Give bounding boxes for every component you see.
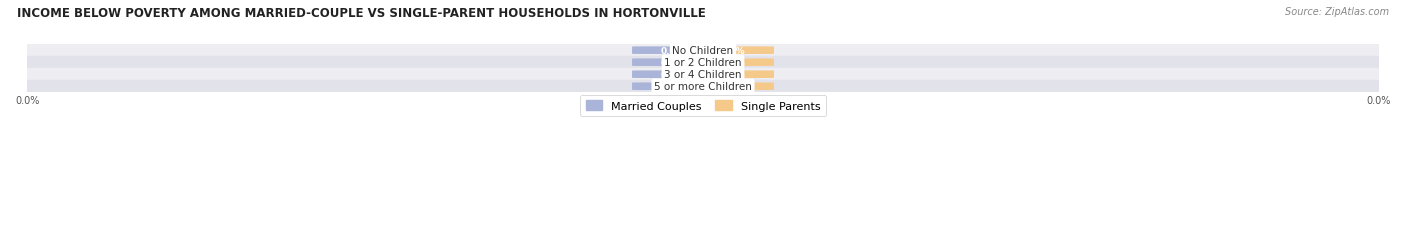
Bar bbox=[27, 69, 1379, 81]
Text: 0.0%: 0.0% bbox=[721, 46, 745, 55]
Text: 0.0%: 0.0% bbox=[721, 82, 745, 91]
Text: No Children: No Children bbox=[672, 46, 734, 56]
Bar bbox=[27, 57, 1379, 69]
FancyBboxPatch shape bbox=[633, 83, 713, 91]
Text: Source: ZipAtlas.com: Source: ZipAtlas.com bbox=[1285, 7, 1389, 17]
Bar bbox=[27, 45, 1379, 57]
Bar bbox=[27, 81, 1379, 93]
Text: 0.0%: 0.0% bbox=[721, 58, 745, 67]
Text: 3 or 4 Children: 3 or 4 Children bbox=[664, 70, 742, 80]
FancyBboxPatch shape bbox=[693, 47, 773, 55]
FancyBboxPatch shape bbox=[633, 71, 713, 79]
FancyBboxPatch shape bbox=[693, 59, 773, 67]
Text: 0.0%: 0.0% bbox=[661, 46, 685, 55]
Text: 0.0%: 0.0% bbox=[661, 70, 685, 79]
Text: 0.0%: 0.0% bbox=[721, 70, 745, 79]
FancyBboxPatch shape bbox=[633, 59, 713, 67]
Text: 5 or more Children: 5 or more Children bbox=[654, 82, 752, 92]
FancyBboxPatch shape bbox=[693, 83, 773, 91]
Text: 0.0%: 0.0% bbox=[661, 58, 685, 67]
Text: INCOME BELOW POVERTY AMONG MARRIED-COUPLE VS SINGLE-PARENT HOUSEHOLDS IN HORTONV: INCOME BELOW POVERTY AMONG MARRIED-COUPL… bbox=[17, 7, 706, 20]
FancyBboxPatch shape bbox=[693, 71, 773, 79]
Legend: Married Couples, Single Parents: Married Couples, Single Parents bbox=[581, 95, 825, 117]
Text: 1 or 2 Children: 1 or 2 Children bbox=[664, 58, 742, 68]
FancyBboxPatch shape bbox=[633, 47, 713, 55]
Text: 0.0%: 0.0% bbox=[661, 82, 685, 91]
